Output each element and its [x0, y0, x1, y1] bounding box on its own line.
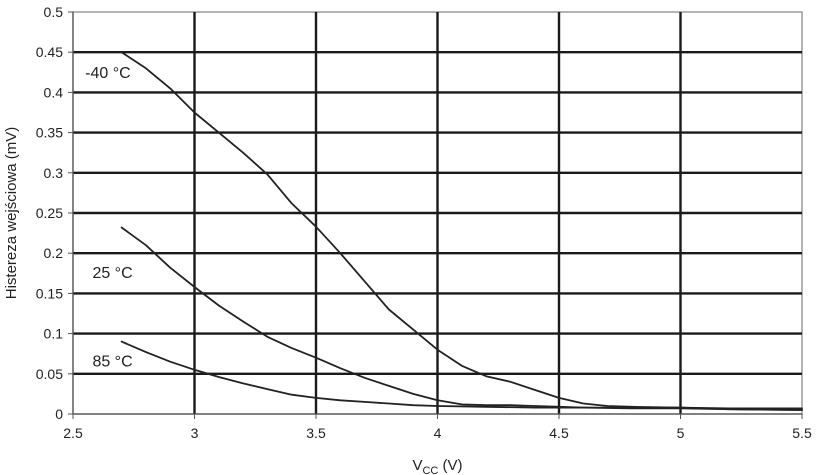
- y-tick-label: 0.5: [44, 4, 64, 20]
- y-tick-labels: 0 0.05 0.1 0.15 0.2 0.25 0.3 0.35 0.4 0.45 0.5: [36, 4, 63, 422]
- x-axis-label-sub: CC: [422, 465, 438, 475]
- x-tick-label: 2.5: [63, 425, 83, 441]
- x-tick-label: 3.5: [306, 425, 326, 441]
- series-annotations: -40 °C 25 °C 85 °C: [85, 65, 132, 371]
- series-label: -40 °C: [85, 65, 131, 82]
- y-tick-label: 0.35: [36, 125, 63, 141]
- y-tick-label: 0.15: [36, 285, 63, 301]
- y-tick-label: 0.4: [44, 84, 64, 100]
- y-tick-label: 0.25: [36, 205, 63, 221]
- y-tick-label: 0.1: [44, 326, 64, 342]
- series-label: 25 °C: [92, 265, 132, 282]
- y-axis-label: Histereza wejściowa (mV): [3, 127, 20, 300]
- y-tick-label: 0.2: [44, 245, 64, 261]
- x-axis-label-main: V: [412, 457, 422, 474]
- series-label: 85 °C: [92, 354, 132, 371]
- x-tick-label: 5.5: [792, 425, 812, 441]
- x-tick-labels: 2.5 3 3.5 4 4.5 5 5.5: [63, 425, 812, 441]
- x-tick-label: 4.5: [549, 425, 569, 441]
- x-tick-label: 5: [677, 425, 685, 441]
- series-line: [120, 51, 803, 410]
- grid: [68, 11, 803, 419]
- x-tick-label: 3: [191, 425, 199, 441]
- x-tick-label: 4: [434, 425, 442, 441]
- y-tick-label: 0.05: [36, 366, 63, 382]
- x-axis-label: VCC (V): [412, 457, 462, 475]
- y-tick-label: 0.3: [44, 165, 64, 181]
- series-lines: [120, 51, 803, 411]
- x-axis-label-tail: (V): [438, 457, 462, 474]
- y-tick-label: 0: [55, 406, 63, 422]
- series-line: [120, 340, 803, 411]
- y-tick-label: 0.45: [36, 44, 63, 60]
